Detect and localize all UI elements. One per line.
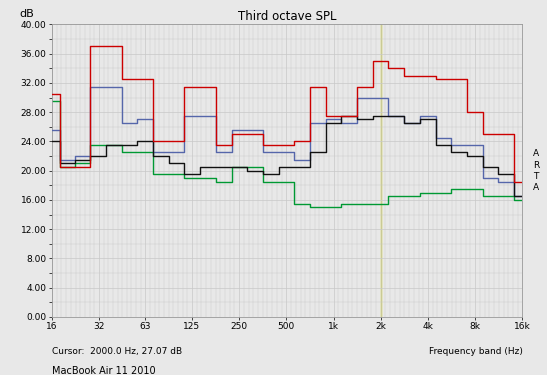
Text: A
R
T
A: A R T A bbox=[533, 150, 539, 192]
Title: Third octave SPL: Third octave SPL bbox=[238, 10, 336, 23]
Text: MacBook Air 11 2010: MacBook Air 11 2010 bbox=[52, 366, 155, 375]
Text: dB: dB bbox=[19, 9, 34, 18]
Text: Frequency band (Hz): Frequency band (Hz) bbox=[428, 347, 522, 356]
Text: Cursor:  2000.0 Hz, 27.07 dB: Cursor: 2000.0 Hz, 27.07 dB bbox=[52, 347, 182, 356]
